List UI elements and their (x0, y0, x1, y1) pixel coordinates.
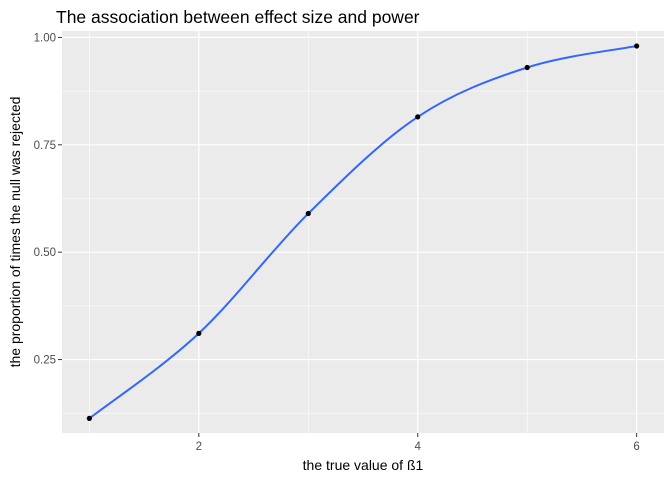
y-axis-title: the proportion of times the null was rej… (7, 97, 23, 368)
x-tick-label: 4 (415, 441, 422, 453)
plot-panel (62, 31, 664, 433)
grid-major (62, 31, 664, 433)
x-axis-title: the true value of ß1 (303, 457, 424, 473)
y-tick-label: 0.50 (34, 247, 56, 259)
data-point (415, 114, 421, 120)
x-tick-label: 6 (633, 441, 639, 453)
data-point (524, 64, 530, 71)
data-points (86, 43, 640, 421)
chart-title: The association between effect size and … (56, 7, 420, 27)
grid-minor (62, 31, 664, 433)
y-axis-ticks: 0.25 0.50 0.75 1.00 (34, 32, 62, 367)
y-tick-label: 0.75 (34, 140, 56, 152)
data-point (305, 210, 311, 217)
data-point (86, 415, 92, 421)
data-point (196, 330, 202, 336)
y-tick-label: 0.25 (34, 355, 56, 367)
x-axis-ticks: 2 4 6 (196, 433, 640, 453)
data-point (634, 43, 640, 49)
y-tick-label: 1.00 (34, 32, 56, 44)
x-tick-label: 2 (196, 441, 202, 453)
